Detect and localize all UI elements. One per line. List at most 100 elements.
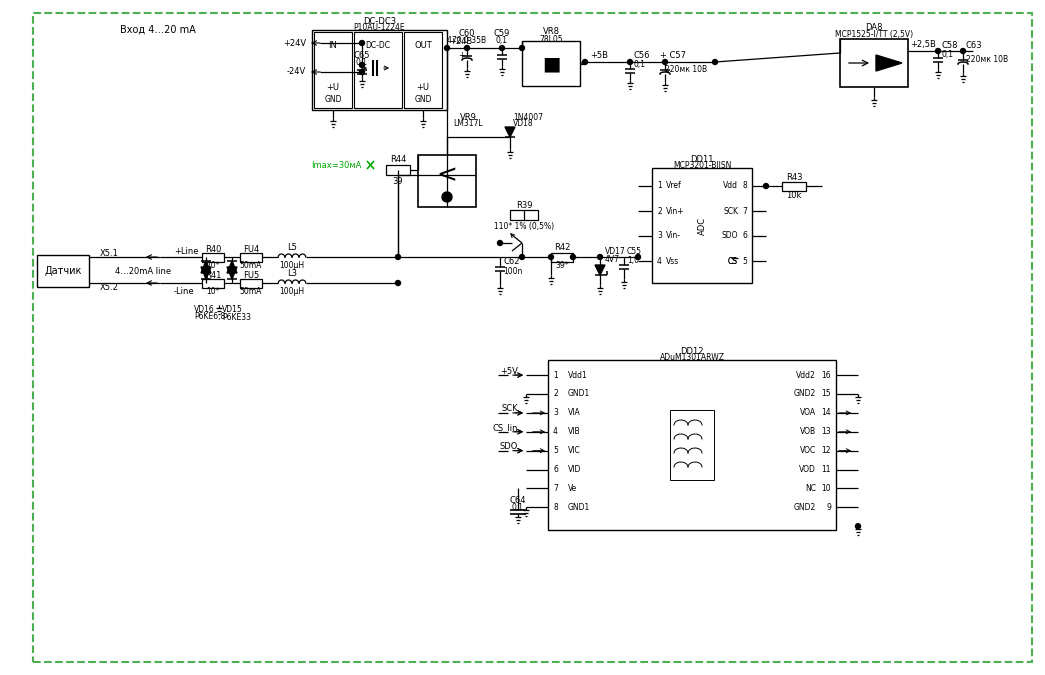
Circle shape: [519, 254, 525, 259]
Text: 16: 16: [821, 371, 831, 379]
Text: 0,1: 0,1: [940, 49, 953, 59]
Text: OUT: OUT: [414, 41, 432, 51]
Text: 0,1: 0,1: [356, 57, 368, 67]
Text: 50mA: 50mA: [239, 286, 262, 296]
Text: 5: 5: [742, 256, 747, 265]
Text: -24V: -24V: [286, 68, 306, 76]
Text: 6: 6: [553, 465, 558, 474]
Text: +5V: +5V: [501, 367, 518, 375]
Text: VIA: VIA: [568, 408, 581, 417]
Text: VR9: VR9: [460, 113, 477, 122]
Bar: [522, 41, 580, 86]
Text: 220мк 10В: 220мк 10В: [665, 65, 707, 74]
Text: 1,0: 1,0: [627, 256, 638, 265]
Circle shape: [713, 59, 718, 65]
Circle shape: [395, 254, 400, 259]
Text: FU4: FU4: [242, 244, 259, 254]
Text: 100μH: 100μH: [279, 286, 304, 296]
Text: +5В: +5В: [590, 51, 608, 59]
Circle shape: [442, 192, 452, 202]
Polygon shape: [227, 267, 237, 279]
Text: -Line: -Line: [175, 286, 194, 296]
Text: C62: C62: [503, 257, 519, 267]
Text: C64: C64: [510, 496, 527, 505]
Text: L5: L5: [287, 244, 297, 252]
Text: ADC: ADC: [697, 217, 706, 235]
Text: +: +: [459, 51, 465, 61]
Circle shape: [359, 63, 365, 68]
Text: R44: R44: [390, 155, 407, 165]
Bar: [551, 252, 573, 261]
Text: NC: NC: [805, 484, 816, 493]
Text: Vdd1: Vdd1: [568, 371, 587, 379]
Text: GND: GND: [414, 95, 432, 105]
Circle shape: [464, 45, 469, 51]
Text: 39*: 39*: [555, 261, 568, 271]
Bar: [240, 252, 262, 261]
Text: X5.2: X5.2: [100, 283, 119, 292]
Text: C58: C58: [940, 40, 957, 49]
Circle shape: [571, 254, 576, 259]
Text: P6KE6,8: P6KE6,8: [194, 313, 226, 321]
Text: VIC: VIC: [568, 446, 581, 455]
Text: R40: R40: [205, 244, 222, 254]
Polygon shape: [201, 267, 211, 279]
Text: +U: +U: [417, 84, 429, 92]
Circle shape: [764, 184, 768, 188]
Text: MCP1525-I/TT (2,5V): MCP1525-I/TT (2,5V): [835, 30, 913, 40]
Text: CS: CS: [728, 256, 738, 265]
Text: 10*: 10*: [206, 261, 219, 269]
Text: P6KE33: P6KE33: [222, 313, 251, 321]
Text: VD15: VD15: [222, 304, 242, 313]
Text: CS_lin: CS_lin: [492, 423, 518, 432]
Text: 1N4007: 1N4007: [513, 113, 543, 122]
Bar: [314, 32, 352, 108]
Text: C60: C60: [459, 30, 475, 38]
Text: <: <: [437, 163, 458, 187]
Text: VOA: VOA: [799, 408, 816, 417]
Text: VD16: VD16: [194, 304, 215, 313]
Bar: [782, 182, 806, 190]
Text: 7: 7: [553, 484, 558, 493]
Text: Ve: Ve: [568, 484, 577, 493]
Text: Imax=30мА: Imax=30мА: [311, 161, 362, 169]
Bar: [670, 410, 714, 480]
Text: VOD: VOD: [799, 465, 816, 474]
Circle shape: [935, 49, 940, 53]
Circle shape: [582, 59, 587, 65]
Text: 2: 2: [657, 207, 661, 215]
Text: 13: 13: [821, 427, 831, 436]
Polygon shape: [595, 265, 605, 275]
Text: LM317L: LM317L: [454, 119, 483, 128]
Text: 9: 9: [827, 503, 831, 512]
Text: Датчик: Датчик: [44, 266, 82, 276]
Text: 14: 14: [821, 408, 831, 417]
Text: 3: 3: [657, 232, 661, 240]
Polygon shape: [505, 127, 515, 137]
Text: Vdd: Vdd: [723, 182, 738, 190]
Text: 2: 2: [553, 389, 558, 398]
Text: P10AU-1224E: P10AU-1224E: [353, 24, 405, 32]
Text: R43: R43: [786, 173, 803, 182]
Bar: [652, 168, 752, 283]
Text: Vref: Vref: [666, 182, 681, 190]
Text: 4: 4: [657, 256, 661, 265]
Circle shape: [598, 254, 603, 259]
Circle shape: [444, 45, 449, 51]
Text: Вход 4…20 mA: Вход 4…20 mA: [120, 25, 195, 35]
Text: + C57: + C57: [660, 51, 686, 61]
Text: VID: VID: [568, 465, 581, 474]
Bar: [840, 39, 908, 87]
Text: 7: 7: [742, 207, 747, 215]
Circle shape: [395, 281, 400, 286]
Text: VD17: VD17: [605, 248, 626, 256]
Text: VR8: VR8: [542, 28, 559, 36]
Text: GND1: GND1: [568, 389, 590, 398]
Text: 0,1: 0,1: [633, 59, 645, 68]
Circle shape: [856, 524, 860, 529]
Text: 4V7: 4V7: [605, 256, 620, 265]
Text: 4…20mA line: 4…20mA line: [115, 267, 171, 275]
Circle shape: [549, 254, 554, 259]
Text: IN: IN: [328, 41, 338, 51]
Text: +U: +U: [326, 84, 340, 92]
